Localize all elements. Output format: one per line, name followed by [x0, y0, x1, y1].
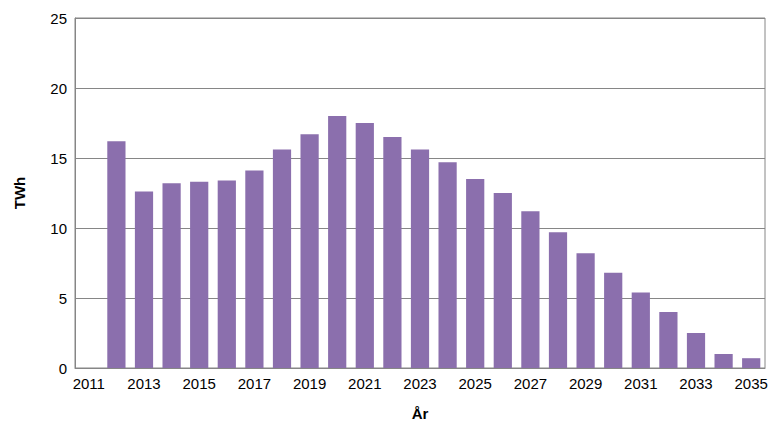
svg-text:5: 5 — [59, 290, 67, 307]
svg-text:2027: 2027 — [514, 375, 547, 392]
svg-text:2035: 2035 — [735, 375, 768, 392]
svg-text:2025: 2025 — [459, 375, 492, 392]
svg-text:2029: 2029 — [569, 375, 602, 392]
svg-text:2021: 2021 — [348, 375, 381, 392]
svg-text:TWh: TWh — [11, 177, 28, 209]
svg-text:2015: 2015 — [183, 375, 216, 392]
svg-text:2023: 2023 — [403, 375, 436, 392]
svg-text:10: 10 — [50, 220, 67, 237]
svg-text:15: 15 — [50, 150, 67, 167]
svg-text:0: 0 — [59, 360, 67, 377]
svg-text:2033: 2033 — [679, 375, 712, 392]
svg-text:2013: 2013 — [127, 375, 160, 392]
svg-text:25: 25 — [50, 10, 67, 27]
svg-text:2017: 2017 — [238, 375, 271, 392]
svg-text:2031: 2031 — [624, 375, 657, 392]
svg-text:2019: 2019 — [293, 375, 326, 392]
svg-text:År: År — [412, 405, 429, 422]
svg-text:2011: 2011 — [73, 375, 105, 392]
svg-text:20: 20 — [50, 80, 67, 97]
